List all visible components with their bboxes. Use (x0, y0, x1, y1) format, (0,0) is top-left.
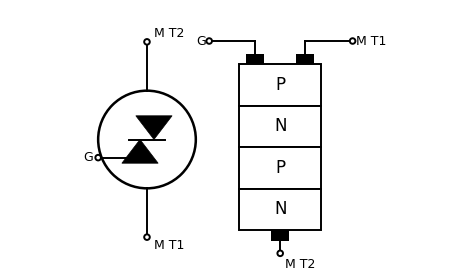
Polygon shape (122, 140, 158, 163)
Circle shape (144, 234, 150, 240)
Text: G: G (83, 151, 93, 163)
Bar (271, 230, 289, 241)
Circle shape (350, 38, 356, 44)
Bar (296, 54, 314, 64)
Text: N: N (274, 117, 286, 135)
Circle shape (277, 251, 283, 256)
Circle shape (144, 39, 150, 45)
Bar (239, 189, 321, 230)
Text: G: G (196, 35, 206, 47)
Circle shape (207, 38, 212, 44)
Bar (239, 147, 321, 189)
Bar (246, 54, 264, 64)
Text: M T2: M T2 (285, 258, 316, 271)
Text: M T1: M T1 (356, 35, 386, 47)
Text: P: P (275, 159, 285, 177)
Text: P: P (275, 76, 285, 94)
Bar (239, 64, 321, 106)
Polygon shape (136, 116, 172, 140)
Text: M T1: M T1 (154, 239, 184, 252)
Text: N: N (274, 200, 286, 218)
Circle shape (96, 155, 101, 160)
Bar (239, 106, 321, 147)
Text: M T2: M T2 (154, 27, 184, 40)
